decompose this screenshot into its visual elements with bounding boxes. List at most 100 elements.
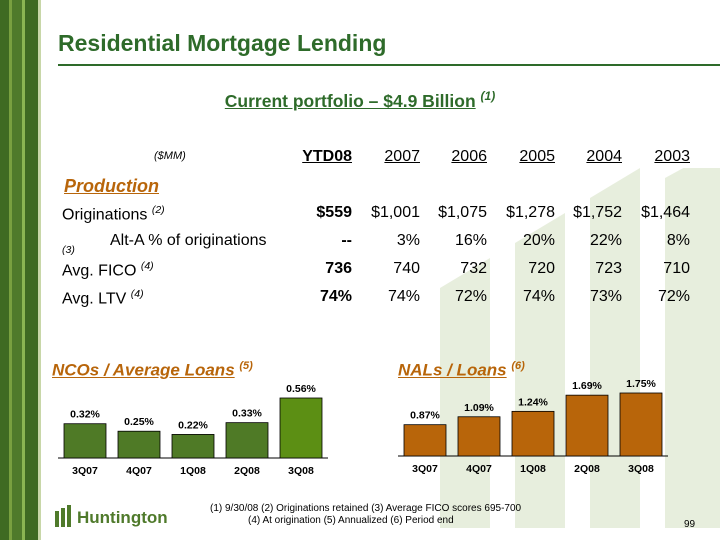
table-cell: $1,278 [506, 204, 555, 221]
table-cell: 20% [522, 232, 555, 249]
nal-bar-chart: 0.87% 3Q07 1.09% 4Q07 1.24% 1Q08 1.69% 2Q08 1.75… [398, 378, 668, 475]
table-cell: 74% [319, 288, 352, 305]
category-label: 4Q07 [466, 463, 492, 475]
table-cell: 22% [589, 232, 622, 249]
table-cell: 72% [657, 288, 690, 305]
category-label: 4Q07 [126, 465, 152, 477]
bar [117, 430, 161, 459]
data-label: 1.75% [626, 378, 656, 390]
row-label-text: Alt-A % of originations [110, 232, 267, 249]
table-cell: $1,001 [371, 204, 420, 221]
portfolio-subtitle-note: (1) [480, 89, 496, 103]
category-label: 3Q08 [628, 463, 654, 475]
category-label: 2Q08 [574, 463, 600, 475]
col-header: 2007 [384, 148, 420, 165]
row-note: (3) [62, 244, 75, 256]
bar [457, 416, 501, 457]
data-label: 0.33% [232, 408, 262, 420]
nco-chart-title-text: NCOs / Average Loans [52, 360, 235, 380]
row-note: (4) [140, 260, 154, 272]
category-label: 3Q07 [72, 465, 98, 477]
nco-bar-chart: 0.32% 3Q07 0.25% 4Q07 0.22% 1Q08 0.33% 2Q08 0.56… [58, 383, 328, 477]
table-cell: $559 [316, 204, 352, 221]
row-label: Avg. LTV (4) [62, 288, 144, 308]
col-header: 2003 [654, 148, 690, 165]
col-header: YTD08 [302, 148, 352, 165]
nal-chart-title: NALs / Loans (6) [398, 360, 525, 381]
portfolio-subtitle: Current portfolio – $4.9 Billion (1) [0, 89, 720, 112]
data-label: 0.87% [410, 410, 440, 422]
col-header: 2006 [451, 148, 487, 165]
title-divider [58, 64, 720, 66]
row-label: Avg. FICO (4) [62, 260, 154, 280]
left-stripe-band [0, 0, 41, 540]
category-label: 1Q08 [520, 463, 546, 475]
col-header: 2005 [519, 148, 555, 165]
bar [619, 392, 663, 457]
page-number: 99 [684, 519, 696, 530]
table-cell: 74% [522, 288, 555, 305]
row-note: (2) [151, 204, 165, 216]
portfolio-subtitle-text: Current portfolio – $4.9 Billion [224, 90, 476, 111]
table-cell: 720 [528, 260, 555, 277]
bar [403, 424, 447, 457]
table-header-row: ($MM) YTD08 2007 2006 2005 2004 2003 [62, 148, 702, 176]
nco-chart-title: NCOs / Average Loans (5) [52, 360, 253, 381]
nal-chart-title-text: NALs / Loans [398, 360, 507, 380]
production-table: ($MM) YTD08 2007 2006 2005 2004 2003 Pro… [62, 148, 702, 316]
table-cell: 723 [595, 260, 622, 277]
table-cell: 73% [589, 288, 622, 305]
data-label: 1.09% [464, 402, 494, 414]
table-cell: $1,075 [438, 204, 487, 221]
table-cell: 8% [666, 232, 690, 249]
category-label: 3Q08 [288, 465, 314, 477]
page-title: Residential Mortgage Lending [58, 30, 387, 56]
logo-text: Huntington [77, 508, 168, 527]
data-label: 0.56% [286, 383, 316, 395]
table-cell: 736 [325, 260, 352, 277]
section-row: Production [62, 176, 702, 204]
table-cell: 710 [663, 260, 690, 277]
col-header: 2004 [586, 148, 622, 165]
row-label-text: Avg. FICO [62, 262, 137, 280]
bar [279, 397, 323, 459]
nal-chart-title-note: (6) [511, 360, 525, 372]
nco-chart-title-note: (5) [239, 360, 253, 372]
unit-label: ($MM) [154, 150, 186, 162]
section-label-production: Production [64, 176, 159, 196]
row-note: (4) [130, 288, 144, 300]
bar [511, 410, 555, 457]
data-label: 0.25% [124, 416, 154, 428]
table-row: (3) Alt-A % of originations -- 3% 16% 20… [62, 232, 702, 260]
bar [171, 434, 215, 459]
footnotes: (1) 9/30/08 (2) Originations retained (3… [210, 503, 521, 527]
footnote-line-1: (1) 9/30/08 (2) Originations retained (3… [210, 503, 522, 514]
table-cell: 732 [460, 260, 487, 277]
table-row: Originations (2) $559 $1,001 $1,075 $1,2… [62, 204, 702, 232]
table-row: Avg. LTV (4) 74% 74% 72% 74% 73% 72% [62, 288, 702, 316]
table-row: Avg. FICO (4) 736 740 732 720 723 710 [62, 260, 702, 288]
category-label: 1Q08 [180, 465, 206, 477]
table-cell: 3% [396, 232, 420, 249]
table-cell: 74% [387, 288, 420, 305]
category-label: 2Q08 [234, 465, 260, 477]
table-cell: -- [341, 232, 352, 249]
row-label: Originations (2) [62, 204, 165, 224]
huntington-logo: Huntington [55, 505, 173, 532]
footnote-line-2: (4) At origination (5) Annualized (6) Pe… [248, 515, 454, 526]
row-label-text: Avg. LTV [62, 290, 127, 308]
table-cell: $1,752 [573, 204, 622, 221]
bar [225, 422, 269, 459]
bar [63, 423, 107, 459]
bar [565, 394, 609, 457]
table-cell: 740 [393, 260, 420, 277]
huntington-logo-mark: Huntington [55, 505, 168, 527]
data-label: 1.24% [518, 396, 548, 408]
data-label: 1.69% [572, 380, 602, 392]
table-cell: 72% [454, 288, 487, 305]
row-label-text: Originations [62, 206, 148, 224]
data-label: 0.22% [178, 419, 208, 431]
table-cell: 16% [454, 232, 487, 249]
category-label: 3Q07 [412, 463, 438, 475]
table-cell: $1,464 [641, 204, 690, 221]
